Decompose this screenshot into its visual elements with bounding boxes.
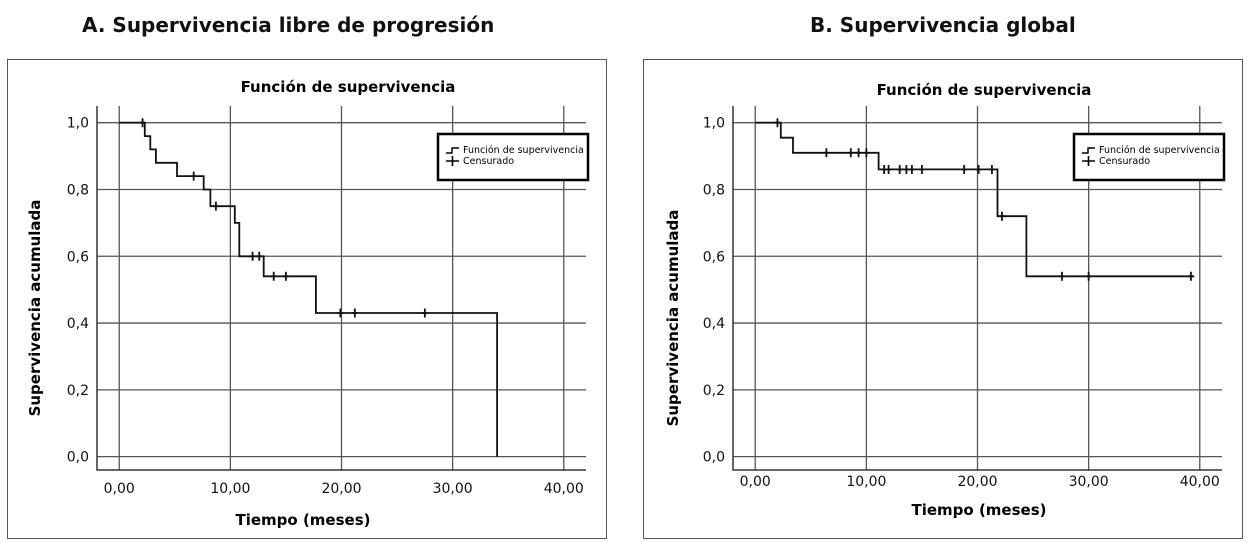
censor-mark bbox=[989, 164, 995, 174]
axis-frame bbox=[96, 106, 586, 471]
censor-mark bbox=[881, 164, 887, 174]
censor-mark bbox=[823, 148, 829, 158]
censor-mark bbox=[1086, 271, 1092, 281]
y-tick-label: 1,0 bbox=[67, 116, 89, 132]
censor-mark bbox=[191, 171, 197, 181]
legend-censor-icon bbox=[1082, 156, 1095, 166]
censor-mark bbox=[848, 148, 854, 158]
censor-mark bbox=[863, 148, 869, 158]
censor-mark bbox=[213, 201, 219, 211]
plot-title: Función de supervivencia bbox=[877, 81, 1092, 99]
panel-title-b: B. Supervivencia global bbox=[810, 13, 1076, 37]
legend-censor-icon bbox=[446, 156, 459, 166]
x-tick-label: 30,00 bbox=[1069, 474, 1109, 490]
censor-mark bbox=[337, 308, 343, 318]
y-tick-label: 0,6 bbox=[67, 249, 89, 265]
legend-censored-label: Censurado bbox=[463, 156, 514, 167]
censor-mark bbox=[140, 118, 146, 128]
y-tick-label: 0,0 bbox=[67, 450, 89, 466]
x-tick-label: 0,00 bbox=[104, 481, 135, 497]
censor-mark bbox=[999, 211, 1005, 221]
legend-censored-label: Censurado bbox=[1099, 156, 1150, 167]
censor-mark bbox=[422, 308, 428, 318]
censor-mark bbox=[256, 251, 262, 261]
legend-box bbox=[1072, 132, 1226, 182]
censor-mark bbox=[919, 164, 925, 174]
x-tick-label: 20,00 bbox=[321, 481, 361, 497]
censor-mark bbox=[856, 148, 862, 158]
chart-panel-b: Función de supervivencia Tiempo (meses) … bbox=[643, 59, 1243, 539]
censor-mark bbox=[903, 164, 909, 174]
x-axis-label: Tiempo (meses) bbox=[236, 511, 371, 529]
y-tick-label: 0,0 bbox=[703, 450, 725, 466]
censor-mark bbox=[250, 251, 256, 261]
censor-mark bbox=[283, 271, 289, 281]
chart-svg-b: Función de supervivencia Tiempo (meses) … bbox=[664, 81, 1226, 519]
axis-frame bbox=[732, 106, 1222, 471]
legend: Función de supervivencia Censurado bbox=[436, 132, 590, 182]
censor-mark bbox=[961, 164, 967, 174]
plot-title: Función de supervivencia bbox=[241, 78, 456, 96]
x-tick-label: 10,00 bbox=[846, 474, 886, 490]
y-tick-label: 0,8 bbox=[67, 182, 89, 198]
legend-box bbox=[436, 132, 590, 182]
censor-mark bbox=[886, 164, 892, 174]
censor-mark bbox=[271, 271, 277, 281]
censor-mark bbox=[1059, 271, 1065, 281]
y-tick-label: 1,0 bbox=[703, 116, 725, 132]
censor-mark bbox=[774, 118, 780, 128]
x-tick-label: 0,00 bbox=[740, 474, 771, 490]
y-tick-label: 0,6 bbox=[703, 249, 725, 265]
x-tick-label: 10,00 bbox=[210, 481, 250, 497]
x-tick-label: 20,00 bbox=[957, 474, 997, 490]
y-tick-label: 0,8 bbox=[703, 182, 725, 198]
legend-line-icon bbox=[446, 147, 459, 154]
censor-mark bbox=[352, 308, 358, 318]
panel-title-a: A. Supervivencia libre de progresión bbox=[82, 13, 495, 37]
censor-mark bbox=[1188, 271, 1194, 281]
y-tick-label: 0,2 bbox=[67, 383, 89, 399]
y-tick-label: 0,4 bbox=[703, 316, 725, 332]
survival-curve bbox=[119, 121, 498, 457]
x-axis-label: Tiempo (meses) bbox=[912, 501, 1047, 519]
survival-curve bbox=[755, 121, 1195, 278]
y-axis-label: Supervivencia acumulada bbox=[26, 200, 44, 417]
y-tick-label: 0,4 bbox=[67, 316, 89, 332]
legend-line-label: Función de supervivencia bbox=[463, 145, 584, 156]
y-tick-label: 0,2 bbox=[703, 383, 725, 399]
censor-mark bbox=[976, 164, 982, 174]
legend-line-label: Función de supervivencia bbox=[1099, 145, 1220, 156]
censor-mark bbox=[909, 164, 915, 174]
y-axis-label: Supervivencia acumulada bbox=[664, 210, 682, 427]
censor-mark bbox=[897, 164, 903, 174]
legend: Función de supervivencia Censurado bbox=[1072, 132, 1226, 182]
legend-line-icon bbox=[1082, 147, 1095, 154]
x-tick-label: 40,00 bbox=[544, 481, 584, 497]
x-tick-label: 30,00 bbox=[433, 481, 473, 497]
chart-svg-a: Función de supervivencia Tiempo (meses) … bbox=[26, 78, 590, 529]
x-tick-label: 40,00 bbox=[1180, 474, 1220, 490]
chart-panel-a: Función de supervivencia Tiempo (meses) … bbox=[7, 59, 607, 539]
